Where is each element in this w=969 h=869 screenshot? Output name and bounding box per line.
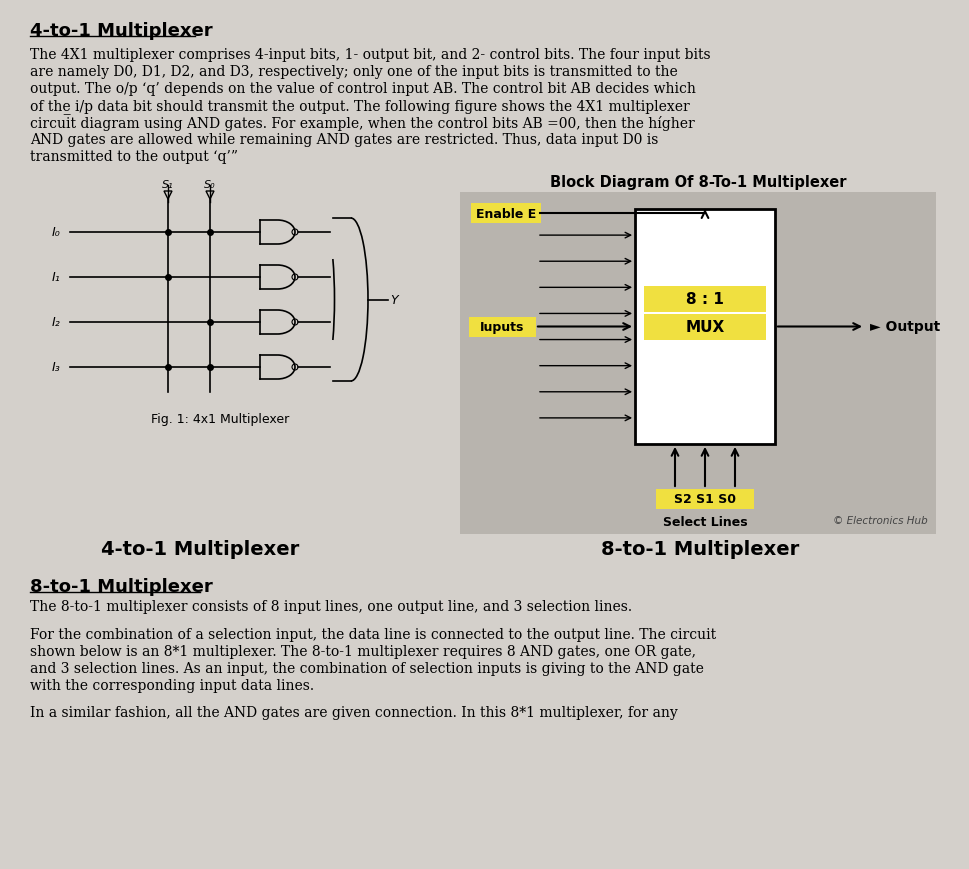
Text: I₀: I₀ [51,226,60,239]
Text: Block Diagram Of 8-To-1 Multiplexer: Block Diagram Of 8-To-1 Multiplexer [549,175,845,189]
Text: I₁: I₁ [51,271,60,284]
FancyBboxPatch shape [471,203,541,223]
Text: are namely D0, D1, D2, and D3, respectively; only one of the input bits is trans: are namely D0, D1, D2, and D3, respectiv… [30,65,677,79]
Text: and 3 selection lines. As an input, the combination of selection inputs is givin: and 3 selection lines. As an input, the … [30,661,703,675]
Text: © Electronics Hub: © Electronics Hub [832,515,927,526]
Text: transmitted to the output ‘q’”: transmitted to the output ‘q’” [30,149,237,164]
Text: circuit diagram using AND gates. For example, when the control bits AB =00, then: circuit diagram using AND gates. For exa… [30,116,694,131]
Text: 8 : 1: 8 : 1 [685,292,723,307]
Text: ► Output: ► Output [869,320,939,334]
Text: Iuputs: Iuputs [480,321,524,334]
Text: 8-to-1 Multiplexer: 8-to-1 Multiplexer [30,577,212,595]
Text: of the̲ i/p data bit should transmit the output. The following figure shows the : of the̲ i/p data bit should transmit the… [30,99,689,114]
Text: AND gates are allowed while remaining AND gates are restricted. Thus, data input: AND gates are allowed while remaining AN… [30,133,658,147]
FancyBboxPatch shape [643,286,766,312]
Text: Fig. 1: 4x1 Multiplexer: Fig. 1: 4x1 Multiplexer [151,413,289,426]
Text: S₀: S₀ [204,180,215,189]
FancyBboxPatch shape [459,193,935,534]
Text: MUX: MUX [685,320,724,335]
Text: In a similar fashion, all the AND gates are given connection. In this 8*1 multip: In a similar fashion, all the AND gates … [30,705,677,720]
Text: The 4X1 multiplexer comprises 4-input bits, 1- output bit, and 2- control bits. : The 4X1 multiplexer comprises 4-input bi… [30,48,710,62]
Text: Enable E: Enable E [476,208,536,220]
FancyBboxPatch shape [635,209,774,444]
Text: S₁: S₁ [162,180,173,189]
Text: I₂: I₂ [51,316,60,329]
Text: Y: Y [390,294,397,307]
Text: I₃: I₃ [51,362,60,374]
Text: 8-to-1 Multiplexer: 8-to-1 Multiplexer [600,540,798,559]
Text: with the corresponding input data lines.: with the corresponding input data lines. [30,678,314,693]
Text: shown below is an 8*1 multiplexer. The 8-to-1 multiplexer requires 8 AND gates, : shown below is an 8*1 multiplexer. The 8… [30,644,696,658]
FancyBboxPatch shape [643,314,766,340]
Text: For the combination of a selection input, the data line is connected to the outp: For the combination of a selection input… [30,627,715,641]
Text: The 8-to-1 multiplexer consists of 8 input lines, one output line, and 3 selecti: The 8-to-1 multiplexer consists of 8 inp… [30,600,632,614]
Text: Select Lines: Select Lines [662,515,746,528]
Text: output. The o/p ‘q’ depends on the value of control input AB. The control bit AB: output. The o/p ‘q’ depends on the value… [30,82,695,96]
FancyBboxPatch shape [655,489,753,509]
Text: 4-to-1 Multiplexer: 4-to-1 Multiplexer [30,22,212,40]
Text: 4-to-1 Multiplexer: 4-to-1 Multiplexer [101,540,298,559]
FancyBboxPatch shape [469,317,536,337]
Text: S2 S1 S0: S2 S1 S0 [673,493,735,506]
